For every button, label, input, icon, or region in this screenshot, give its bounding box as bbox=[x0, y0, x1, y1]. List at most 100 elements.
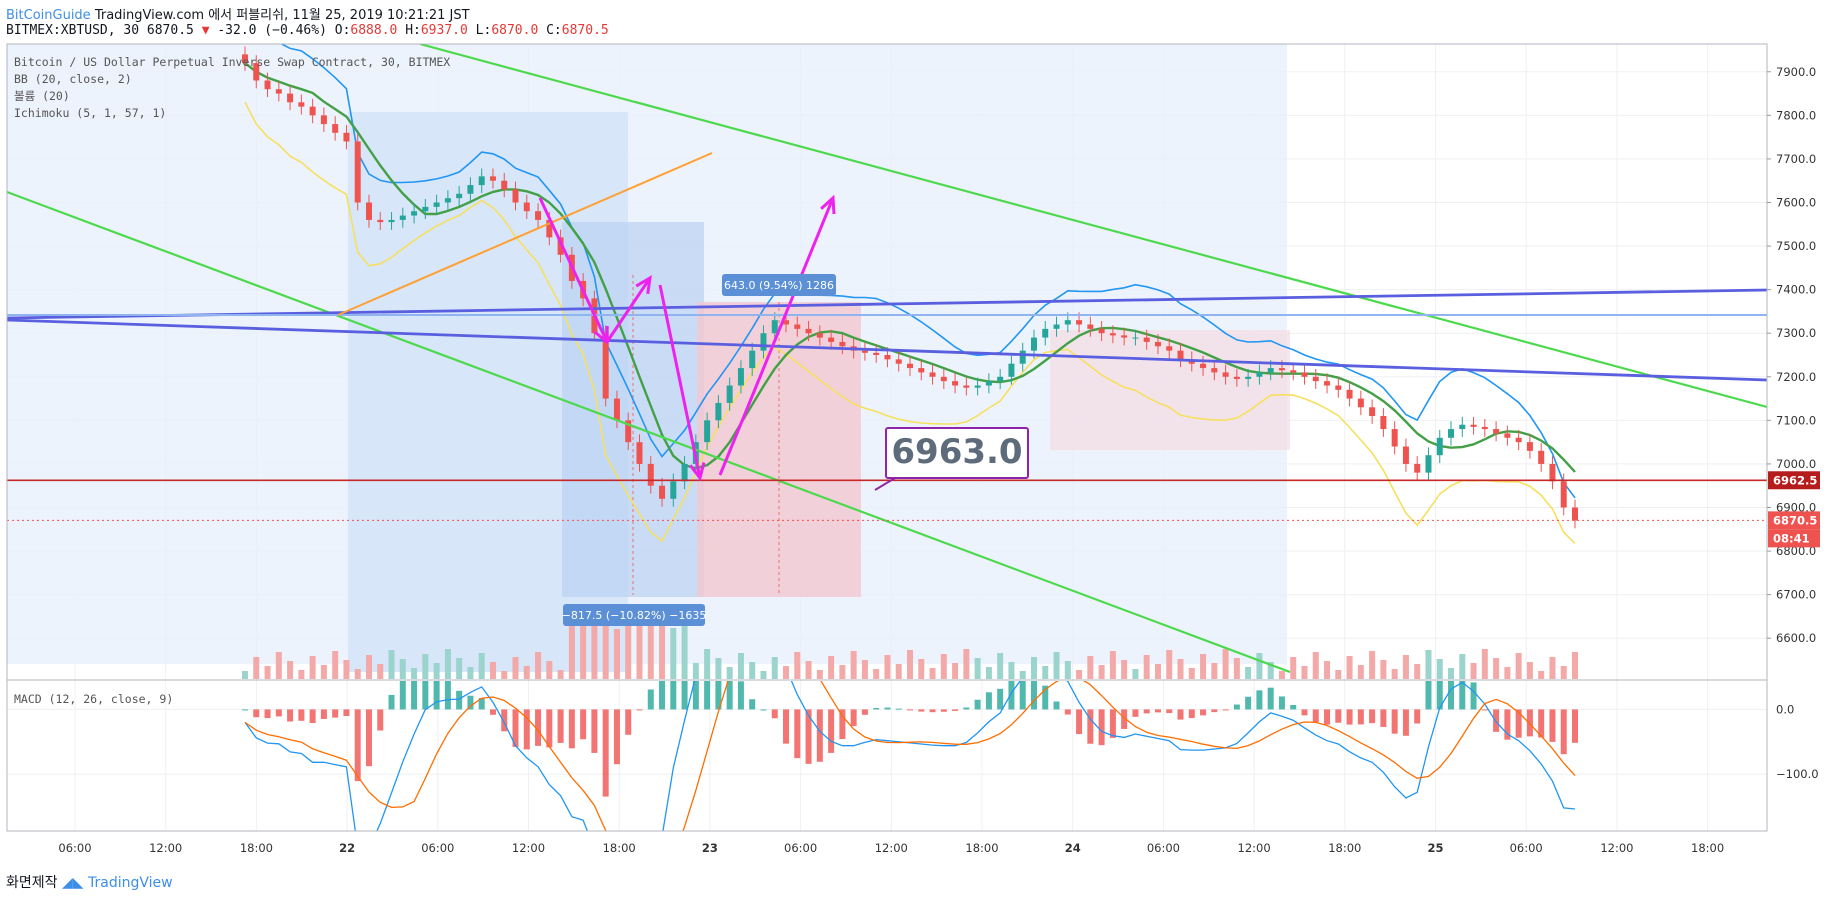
volume-bar bbox=[907, 650, 913, 679]
macd-histogram-bar bbox=[467, 695, 474, 710]
volume-bar bbox=[918, 659, 925, 679]
candle-body bbox=[501, 180, 508, 190]
macd-histogram-bar bbox=[1391, 709, 1398, 734]
magenta-arrow-up-long-head bbox=[820, 194, 836, 215]
macd-histogram-bar bbox=[343, 709, 350, 716]
macd-histogram-bar bbox=[1515, 709, 1522, 738]
brand-name[interactable]: BitCoinGuide bbox=[6, 8, 91, 23]
volume-bar bbox=[783, 666, 790, 679]
macd-histogram-bar bbox=[546, 709, 553, 748]
volume-bar bbox=[1526, 662, 1533, 679]
candle-body bbox=[523, 202, 530, 212]
candle-body bbox=[1515, 437, 1522, 443]
drawings[interactable]: 6963.0 643.0 (9.54%) 1286 −817.5 (−10.82%)… bbox=[7, 44, 1767, 674]
candle-body bbox=[602, 333, 609, 399]
legend-ichimoku[interactable]: Ichimoku (5, 1, 57, 1) bbox=[14, 106, 166, 120]
macd-histogram-bar bbox=[895, 708, 902, 710]
macd-histogram-bar bbox=[1346, 709, 1353, 725]
volume-bar bbox=[1278, 671, 1285, 679]
candle-body bbox=[963, 385, 970, 388]
candle-body bbox=[489, 176, 496, 181]
candle-body bbox=[918, 368, 925, 373]
macd-histogram-bar bbox=[861, 709, 868, 715]
candle-body bbox=[861, 350, 868, 353]
macd-histogram-bar bbox=[354, 709, 361, 782]
macd-axis[interactable]: 0.0 −100.0 bbox=[1776, 702, 1819, 781]
volume-bar bbox=[1357, 665, 1364, 679]
time-tick-label: 06:00 bbox=[784, 841, 817, 855]
magenta-arrow-up-long bbox=[718, 197, 835, 476]
footer-brand[interactable]: TradingView bbox=[87, 875, 173, 891]
volume-bar bbox=[952, 663, 959, 679]
macd-histogram-bar bbox=[613, 709, 620, 765]
volume-bar bbox=[1064, 661, 1071, 679]
macd-histogram-bar bbox=[1312, 709, 1319, 723]
candle-body bbox=[1425, 455, 1432, 473]
candle-body bbox=[557, 237, 564, 255]
macd-histogram-bar bbox=[1301, 709, 1308, 716]
candle-body bbox=[546, 219, 553, 238]
volume-bar bbox=[850, 651, 857, 679]
legend-macd[interactable]: MACD (12, 26, close, 9) bbox=[14, 692, 173, 706]
time-tick-label: 22 bbox=[339, 841, 355, 855]
macd-pane[interactable] bbox=[7, 681, 1767, 831]
candle-body bbox=[1493, 429, 1500, 434]
volume-bar bbox=[1042, 666, 1049, 679]
macd-histogram-bar bbox=[1526, 709, 1533, 737]
volume-bar bbox=[1493, 658, 1500, 679]
candle-body bbox=[478, 176, 485, 186]
volume-bar bbox=[1087, 656, 1094, 679]
candle-body bbox=[726, 385, 733, 403]
macd-histogram-bar bbox=[794, 709, 801, 759]
legend-volume[interactable]: 볼륨 (20) bbox=[14, 89, 70, 103]
candle-body bbox=[1526, 442, 1533, 451]
macd-histogram-bar bbox=[907, 709, 913, 711]
volume-bar bbox=[1538, 671, 1545, 679]
macd-histogram-bar bbox=[783, 709, 790, 744]
macd-histogram-bar bbox=[602, 709, 609, 797]
macd-histogram-bar bbox=[1245, 696, 1252, 710]
price-tick-label: 7000.0 bbox=[1776, 457, 1816, 471]
candle-body bbox=[1121, 335, 1128, 338]
macd-histogram-bar bbox=[1481, 709, 1488, 711]
time-tick-label: 06:00 bbox=[421, 841, 454, 855]
volume-bar bbox=[726, 667, 733, 679]
price-tag-last: 6870.5 bbox=[1773, 513, 1817, 527]
tradingview-logo-icon[interactable]: ◢◣ bbox=[61, 875, 84, 891]
volume-bar bbox=[1256, 653, 1263, 679]
volume-bar bbox=[1121, 660, 1128, 679]
macd-histogram-bar bbox=[1233, 704, 1240, 710]
macd-histogram-bar bbox=[1290, 704, 1297, 710]
legend: Bitcoin / US Dollar Perpetual Inverse Sw… bbox=[14, 55, 450, 706]
time-axis[interactable]: 06:00 12:00 18:00 22 06:00 12:00 18:00 23 06:00 1… bbox=[58, 841, 1724, 855]
price-axis[interactable]: 7900.0 7800.0 7700.0 7600.0 7500.0 7400.0 7300… bbox=[1767, 65, 1820, 645]
candle-body bbox=[873, 352, 880, 355]
volume-bar bbox=[523, 666, 530, 679]
macd-histogram-bar bbox=[1211, 709, 1218, 713]
volume-bar bbox=[940, 654, 947, 679]
candle-body bbox=[1042, 328, 1049, 338]
candles bbox=[242, 46, 1578, 529]
volume-bar bbox=[602, 620, 609, 679]
macd-histogram-bar bbox=[828, 709, 835, 753]
macd-histogram-bar bbox=[287, 709, 294, 722]
macd-histogram-bar bbox=[242, 709, 248, 711]
candle-body bbox=[1233, 376, 1240, 379]
candle-body bbox=[952, 381, 959, 386]
macd-histogram-bar bbox=[1369, 709, 1376, 724]
volume-bar bbox=[1312, 652, 1319, 679]
candle-body bbox=[1267, 368, 1274, 373]
volume-bar bbox=[704, 649, 711, 679]
volume-bar bbox=[320, 665, 327, 679]
candle-body bbox=[388, 219, 395, 223]
volume-bar bbox=[895, 664, 902, 679]
volume-bar bbox=[692, 663, 699, 679]
volume-bar bbox=[1245, 667, 1252, 679]
price-tick-label: 7900.0 bbox=[1776, 65, 1816, 79]
volume-bar bbox=[1335, 670, 1342, 679]
legend-bb[interactable]: BB (20, close, 2) bbox=[14, 72, 132, 86]
price-tick-label: 6600.0 bbox=[1776, 631, 1816, 645]
macd-histogram-bar bbox=[1504, 709, 1511, 740]
macd-histogram-bar bbox=[253, 709, 260, 718]
